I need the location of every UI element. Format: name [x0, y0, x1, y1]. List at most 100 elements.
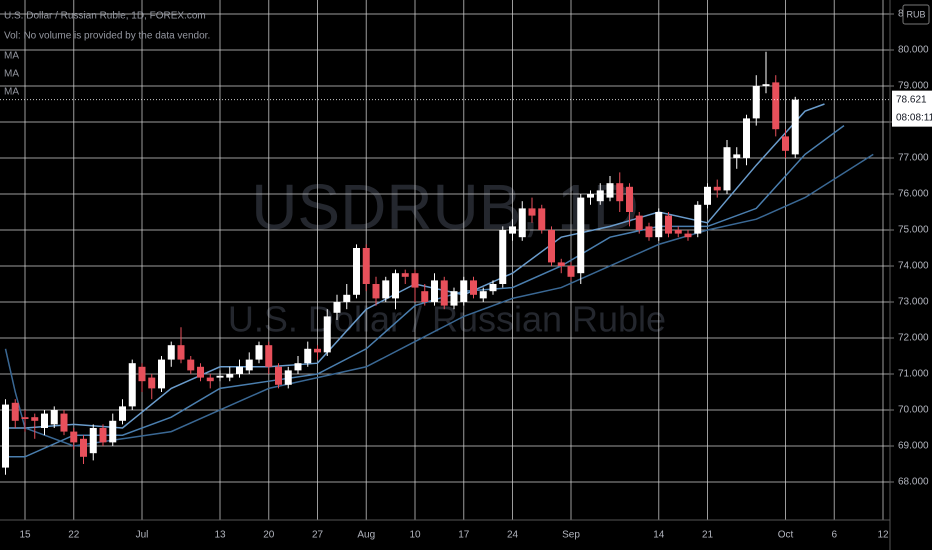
y-tick-label: 70.000: [898, 405, 929, 416]
candle-body: [31, 417, 39, 421]
candle-body: [21, 417, 29, 419]
candle-body: [89, 427, 97, 454]
candle-body: [167, 345, 175, 360]
legend-entry: MA: [4, 87, 19, 98]
legend-entry: MA: [4, 69, 19, 80]
candle-body: [587, 193, 594, 198]
candle-body: [450, 291, 458, 306]
y-tick-label: 69.000: [898, 441, 929, 452]
candle-body: [275, 366, 282, 385]
candle-body: [343, 294, 351, 302]
candle-body: [362, 247, 370, 284]
y-tick-label: 68.000: [898, 477, 929, 488]
x-tick-label: 13: [214, 530, 226, 541]
candle-body: [353, 247, 360, 295]
x-tick-label: Jul: [136, 530, 149, 541]
currency-label[interactable]: RUB: [906, 9, 925, 19]
candle-body: [489, 283, 497, 292]
candle-body: [567, 265, 575, 277]
candle-body: [187, 359, 195, 371]
x-tick-label: 12: [877, 530, 889, 541]
candle-body: [733, 154, 741, 158]
candle-body: [2, 404, 9, 468]
x-tick-label: 22: [68, 530, 80, 541]
x-tick-label: 21: [702, 530, 714, 541]
candle-body: [333, 301, 341, 313]
x-tick-label: Aug: [357, 530, 375, 541]
candle-body: [265, 345, 273, 367]
grid: [0, 0, 890, 520]
candle-body: [684, 233, 692, 238]
candle-body: [158, 359, 165, 389]
currency-box[interactable]: [902, 4, 930, 25]
countdown-label: 08:08:11: [896, 112, 932, 123]
y-tick-label: 77.000: [898, 153, 929, 164]
candle-body: [226, 373, 234, 378]
candle-body: [645, 226, 653, 238]
chart-title: U.S. Dollar / Russian Ruble, 1D, FOREX.c…: [4, 11, 206, 22]
candle-body: [713, 186, 721, 191]
candle-body: [674, 229, 682, 234]
candle-body: [99, 427, 107, 443]
candle-body: [109, 420, 117, 443]
candle-body: [606, 183, 614, 198]
candle-body: [255, 345, 263, 360]
candle-body: [11, 402, 19, 421]
y-tick-label: 79.000: [898, 81, 929, 92]
x-tick-label: 24: [507, 530, 519, 541]
x-tick-label: 20: [263, 530, 275, 541]
candle-body: [216, 375, 224, 378]
x-tick-label: Oct: [778, 530, 794, 541]
candle-body: [392, 273, 399, 299]
candle-body: [60, 413, 68, 432]
y-tick-label: 75.000: [898, 225, 929, 236]
candle-body: [197, 366, 204, 378]
x-tick-label: 14: [653, 530, 665, 541]
candle-body: [635, 215, 643, 230]
candle-body: [323, 316, 331, 353]
y-tick-label: 80.000: [898, 45, 929, 56]
y-tick-label: 71.000: [898, 369, 929, 380]
candle-body: [596, 190, 604, 202]
candle-body: [538, 208, 546, 230]
x-tick-label: Sep: [562, 530, 580, 541]
candle-body: [245, 359, 253, 371]
candle-body: [518, 208, 526, 238]
candle-body: [548, 229, 555, 263]
candle-body: [782, 136, 789, 151]
x-tick-label: 17: [458, 530, 470, 541]
y-tick-label: 73.000: [898, 297, 929, 308]
chart-subtitle: Vol: No volume is provided by the data v…: [4, 31, 210, 42]
candle-body: [509, 226, 516, 234]
candle-body: [128, 363, 136, 407]
candle-body: [70, 431, 78, 443]
candle-body: [752, 86, 760, 119]
y-tick-label: 76.000: [898, 189, 929, 200]
candle-body: [411, 273, 419, 288]
candle-body: [626, 186, 633, 212]
candle-body: [401, 273, 409, 277]
candle-body: [616, 183, 624, 202]
candle-body: [284, 370, 292, 385]
candle-body: [138, 366, 146, 382]
candle-body: [723, 147, 731, 191]
candle-body: [314, 348, 321, 353]
candle-body: [694, 204, 702, 234]
legend-entry: MA: [4, 51, 19, 62]
candle-body: [206, 377, 214, 382]
candle-body: [479, 291, 487, 299]
candle-body: [460, 280, 468, 302]
candle-body: [772, 82, 780, 130]
x-tick-label: 27: [312, 530, 324, 541]
candle-body: [440, 280, 448, 306]
candle-body: [80, 438, 87, 457]
last-price-label: 78.621: [896, 94, 927, 105]
candle-body: [577, 197, 585, 274]
candle-body: [50, 409, 58, 425]
ma-line: [5, 124, 845, 458]
candle-body: [421, 291, 429, 302]
candle-body: [470, 280, 477, 295]
candle-body: [236, 366, 243, 374]
